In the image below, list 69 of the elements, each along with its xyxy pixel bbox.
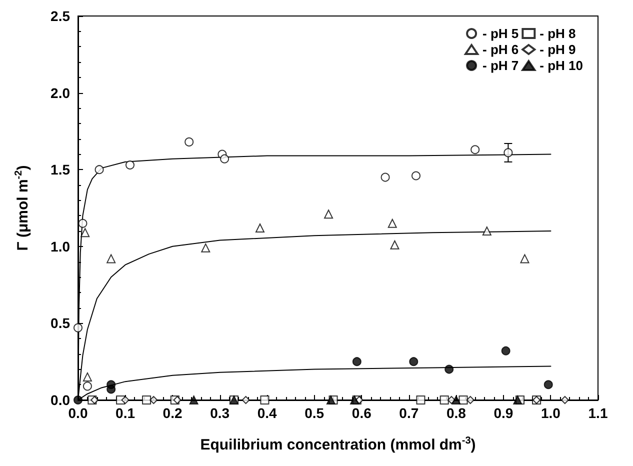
point [80, 228, 90, 238]
y-tick-label: 2.0 [50, 84, 70, 101]
point [184, 137, 194, 146]
point [452, 396, 461, 404]
point [520, 254, 530, 264]
point [412, 171, 420, 180]
y-tick-label: 2.5 [50, 8, 70, 24]
point [220, 154, 230, 164]
point [482, 226, 492, 236]
y-tick-label: 1.5 [50, 162, 70, 178]
point [326, 396, 336, 404]
point [142, 396, 152, 404]
point [409, 357, 418, 366]
point [90, 396, 99, 404]
point [390, 240, 400, 250]
point [94, 165, 104, 174]
point [106, 384, 116, 394]
x-tick-label: 0.1 [116, 405, 136, 421]
point [82, 382, 92, 391]
x-tick-label: 0.6 [352, 405, 372, 421]
point [324, 210, 334, 219]
point [126, 160, 134, 170]
x-tick-label: 1.1 [588, 405, 608, 421]
point [242, 396, 250, 404]
x-tick-label: 1.0 [540, 405, 561, 421]
point [466, 396, 474, 404]
point [189, 396, 198, 404]
point [106, 254, 116, 264]
y-tick-label: 0.0 [50, 392, 70, 408]
point [444, 364, 454, 374]
point [544, 380, 553, 390]
point [121, 396, 130, 404]
x-tick-label: 0.8 [446, 405, 466, 421]
point [78, 218, 88, 228]
point [256, 223, 264, 232]
point [380, 172, 390, 182]
point [560, 396, 569, 404]
x-tick-label: 0.5 [304, 405, 324, 421]
x-tick-label: 0.0 [68, 405, 88, 421]
y-tick-label: 1.0 [50, 238, 70, 254]
x-tick-label: 0.4 [257, 405, 278, 421]
point [440, 396, 449, 404]
legend-label: - pH 10 [540, 58, 583, 73]
point [501, 346, 510, 356]
y-tick-label: 0.5 [50, 315, 70, 332]
legend-label: - pH 8 [540, 26, 576, 41]
legend-label: - pH 9 [540, 42, 576, 57]
x-tick-label: 0.9 [494, 405, 514, 421]
y-axis-title: Γ (μmol m-2) [14, 165, 32, 251]
point [260, 396, 270, 404]
point [74, 323, 82, 332]
point [150, 396, 158, 404]
legend-label: - pH 7 [482, 58, 519, 73]
x-tick-label: 0.2 [162, 405, 182, 421]
point [388, 218, 397, 228]
point [513, 396, 522, 404]
point [82, 372, 92, 382]
point [504, 148, 513, 158]
x-tick-label: 0.7 [399, 405, 419, 421]
point [458, 396, 468, 404]
legend-label: - pH 6 [482, 42, 519, 57]
point [173, 396, 182, 404]
point [201, 243, 210, 252]
point [352, 357, 362, 366]
point [470, 145, 480, 154]
legend-label: - pH 5 [482, 26, 519, 41]
point [74, 396, 82, 404]
x-tick-label: 0.3 [210, 405, 230, 421]
point [416, 396, 426, 404]
